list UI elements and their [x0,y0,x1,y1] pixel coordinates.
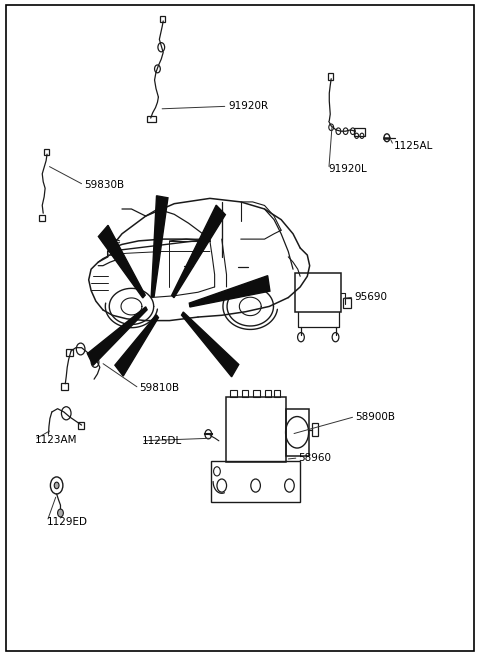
Polygon shape [87,307,147,365]
Circle shape [54,482,59,489]
Bar [295,273,341,312]
Bar [265,390,271,397]
Bar [286,409,309,456]
Polygon shape [189,276,270,307]
Text: 58960: 58960 [299,453,332,463]
Bar [226,397,286,462]
Bar [147,116,156,122]
Bar [39,215,45,221]
Text: 91920L: 91920L [329,164,368,174]
Text: 1125AL: 1125AL [394,140,433,151]
Polygon shape [98,225,145,298]
Text: 1123AM: 1123AM [35,434,77,445]
Text: 1125DL: 1125DL [142,436,182,446]
Text: 91920R: 91920R [228,101,268,112]
Circle shape [58,509,63,517]
Polygon shape [151,195,168,297]
Text: 59830B: 59830B [84,180,124,190]
Bar [354,128,365,136]
Bar [253,390,260,397]
Bar [230,390,237,397]
Bar [160,16,165,22]
Text: 1129ED: 1129ED [47,516,88,527]
Bar [312,423,318,436]
Bar [61,383,68,390]
Text: 59810B: 59810B [139,383,180,394]
Bar [44,149,49,155]
Bar [274,390,280,397]
Text: 95690: 95690 [354,292,387,302]
Bar [66,349,73,356]
Bar [343,298,351,308]
Polygon shape [172,205,226,298]
Text: 58900B: 58900B [355,411,395,422]
Bar [78,422,84,429]
Bar [242,390,248,397]
Polygon shape [115,315,158,376]
Bar [211,461,300,502]
Polygon shape [181,312,239,377]
Bar [328,73,333,80]
